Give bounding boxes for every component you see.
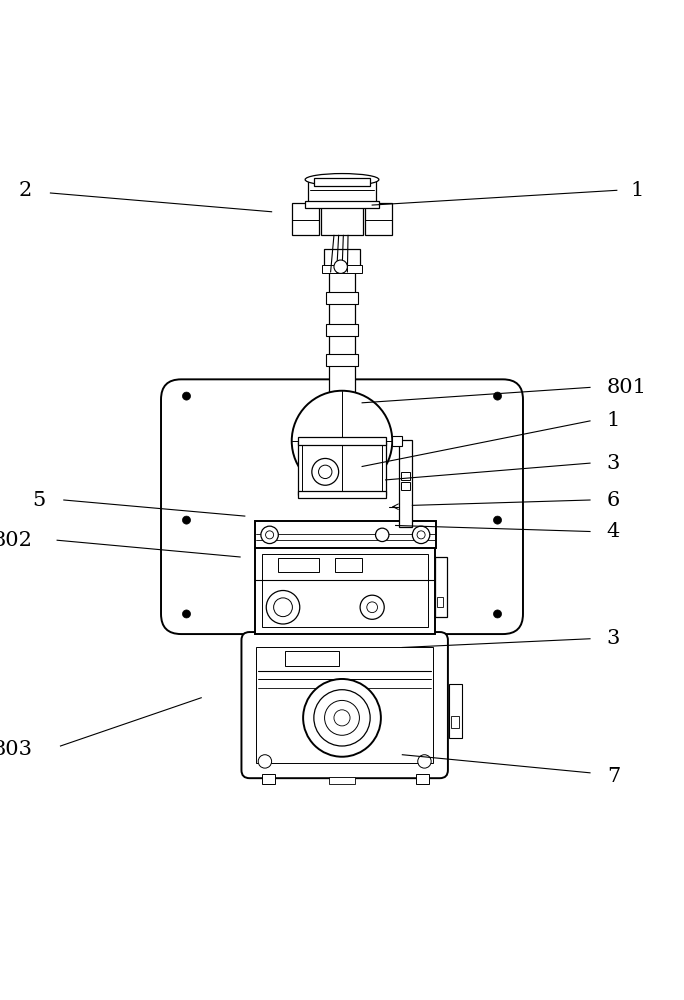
Ellipse shape	[305, 174, 379, 186]
Bar	[399, 440, 412, 527]
Circle shape	[265, 531, 274, 539]
Text: 4: 4	[607, 522, 620, 541]
Circle shape	[334, 260, 347, 273]
Bar	[401, 472, 410, 480]
Circle shape	[319, 465, 332, 479]
Circle shape	[325, 700, 359, 735]
Circle shape	[183, 610, 191, 618]
Circle shape	[183, 392, 191, 400]
Bar	[373, 442, 386, 495]
FancyBboxPatch shape	[241, 632, 448, 778]
Text: 1: 1	[607, 411, 620, 430]
Bar	[451, 716, 459, 728]
Bar	[291, 203, 319, 235]
Circle shape	[261, 526, 278, 544]
Circle shape	[266, 590, 300, 624]
Circle shape	[493, 516, 501, 524]
Bar	[326, 324, 358, 336]
Bar	[255, 521, 436, 548]
Bar	[278, 558, 319, 572]
Text: 6: 6	[607, 491, 620, 510]
Circle shape	[417, 531, 425, 539]
Circle shape	[274, 598, 292, 617]
Circle shape	[303, 679, 381, 757]
Bar	[324, 249, 360, 269]
Bar	[326, 354, 358, 366]
Bar	[328, 777, 356, 784]
Circle shape	[334, 710, 350, 726]
Bar	[449, 684, 462, 738]
Bar	[326, 292, 358, 304]
Text: 7: 7	[607, 767, 620, 786]
Circle shape	[493, 392, 501, 400]
Circle shape	[314, 690, 370, 746]
Bar	[314, 178, 370, 186]
Bar	[298, 442, 311, 495]
Bar	[416, 774, 429, 784]
Bar	[401, 482, 410, 490]
Bar	[285, 651, 339, 666]
Bar	[365, 203, 393, 235]
Circle shape	[183, 516, 191, 524]
Bar	[305, 201, 379, 208]
Circle shape	[360, 595, 384, 619]
Text: 803: 803	[0, 740, 32, 759]
Bar	[302, 445, 382, 493]
Bar	[328, 269, 356, 433]
Circle shape	[367, 602, 378, 613]
Circle shape	[312, 458, 339, 485]
Text: 3: 3	[607, 629, 620, 648]
Bar	[436, 597, 443, 607]
Bar	[298, 437, 386, 445]
Bar	[322, 265, 362, 273]
Bar	[261, 554, 428, 627]
Bar	[308, 178, 376, 204]
Circle shape	[291, 391, 392, 491]
Bar	[335, 558, 362, 572]
Text: 1: 1	[630, 181, 644, 200]
Bar	[255, 547, 434, 634]
Text: 5: 5	[32, 491, 46, 510]
Text: 802: 802	[0, 531, 32, 550]
Text: 801: 801	[607, 378, 647, 397]
Circle shape	[418, 755, 431, 768]
Text: 2: 2	[19, 181, 32, 200]
Bar	[392, 436, 402, 446]
Bar	[256, 647, 433, 763]
Circle shape	[258, 755, 272, 768]
Circle shape	[376, 528, 389, 542]
Bar	[298, 491, 386, 498]
Circle shape	[493, 610, 501, 618]
Bar	[434, 557, 447, 617]
Bar	[261, 774, 275, 784]
Text: 3: 3	[607, 454, 620, 473]
Bar	[321, 203, 363, 235]
Circle shape	[412, 526, 430, 544]
FancyBboxPatch shape	[161, 379, 523, 634]
